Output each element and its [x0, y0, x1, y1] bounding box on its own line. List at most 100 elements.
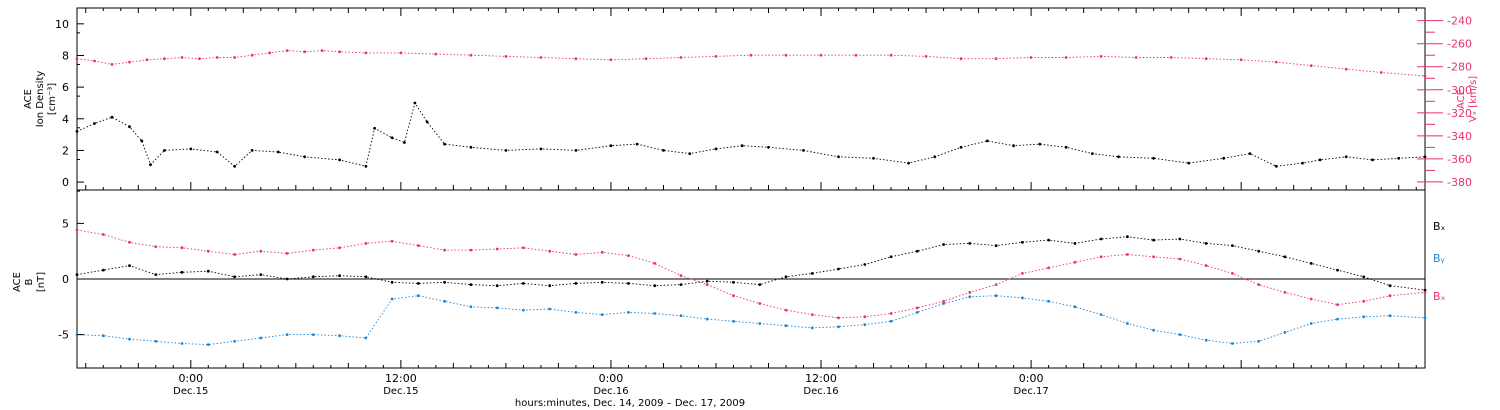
b-label-text-line: ACE [12, 272, 23, 292]
density-velocity-panel: 0 2 4 6 8 10 -240 -260 -280 -300 -320 -340 -360 -380… [23, 7, 1479, 192]
by-point [732, 319, 735, 323]
by-point [1231, 342, 1234, 345]
density-label-text-line: ACE [23, 89, 34, 109]
bz-point [285, 252, 289, 255]
density-velocity-series [75, 49, 1427, 168]
b-tick-label: -5 [58, 329, 69, 342]
bz-point [180, 246, 184, 250]
bx-point [417, 282, 420, 285]
date-tick-label: Dec.16 [803, 386, 838, 397]
velocity-tick-label: -240 [1447, 15, 1472, 28]
vx-point [504, 55, 508, 58]
ion-density-point [574, 149, 578, 152]
by-point [495, 306, 499, 310]
ion-density-point [1064, 145, 1068, 149]
vx-point [364, 51, 368, 55]
vx-point [434, 52, 438, 56]
bx-point [705, 279, 709, 283]
by-point [1257, 339, 1261, 343]
bz-point [627, 254, 630, 257]
ion-density-point [1222, 156, 1226, 160]
vx-series [75, 49, 1427, 78]
by-point [600, 313, 604, 316]
by-point [259, 336, 263, 340]
by-point [1388, 314, 1392, 318]
date-tick-label: Dec.17 [1013, 386, 1048, 397]
ion-density-point [1318, 158, 1322, 162]
ion-density-point [1248, 152, 1252, 156]
date-tick-label: Dec.15 [383, 386, 418, 397]
ion-density-point [1423, 155, 1427, 159]
vx-point [1423, 74, 1427, 78]
bz-point [128, 240, 131, 244]
bz-point [417, 244, 420, 248]
by-point [101, 334, 105, 338]
bz-series [75, 228, 1427, 320]
date-tick-label: Dec.16 [593, 386, 628, 397]
by-point [705, 317, 709, 321]
bx-point [101, 268, 105, 272]
by-point [889, 319, 893, 323]
bx-point [522, 282, 525, 285]
bz-point [469, 248, 473, 252]
bz-point [1126, 253, 1129, 256]
bx-point [1283, 255, 1287, 259]
by-trace [76, 295, 1426, 346]
velocity-label-text-line: Vₓ [km/s] [1468, 76, 1479, 122]
vx-point [303, 50, 306, 54]
velocity-tick-label: -320 [1447, 107, 1472, 120]
by-point [1047, 299, 1050, 303]
bx-point [679, 283, 683, 286]
magnetic-field-axis-label: ACEB[nT] [12, 272, 47, 292]
time-tick-label: 0:00 [1019, 372, 1044, 385]
bz-point [233, 253, 237, 256]
ion-density-point [1274, 164, 1278, 168]
bz-point [522, 246, 525, 250]
density-axis-ticks: 0 2 4 6 8 10 [55, 18, 84, 192]
density-tick-label: 0 [62, 176, 69, 189]
velocity-tick-label: -340 [1447, 130, 1472, 143]
bx-point [1152, 238, 1155, 242]
bx-point [837, 267, 840, 271]
bx-point [1423, 288, 1427, 292]
legend-bz: Bₓ [1433, 290, 1446, 303]
bx-point [889, 255, 893, 259]
by-point [154, 339, 158, 343]
b-tick-label: 5 [62, 217, 69, 230]
ion-density-point [1301, 161, 1304, 165]
bx-point [758, 283, 762, 286]
density-velocity-plot-frame [76, 7, 1426, 191]
velocity-label-text-line: ACE [1456, 89, 1467, 109]
bz-point [1178, 257, 1182, 261]
bz-point [1073, 260, 1077, 264]
ion-density-point [1117, 155, 1120, 159]
bz-trace [76, 229, 1426, 319]
bx-point [469, 283, 473, 286]
bx-point [1204, 242, 1208, 245]
bz-point [784, 308, 788, 312]
density-tick-label: 10 [55, 18, 69, 31]
bz-point [574, 253, 578, 256]
ion-density-point [276, 150, 280, 154]
time-tick-label: 0:00 [178, 372, 203, 385]
by-point [1073, 305, 1077, 309]
ion-density-point [1187, 161, 1191, 165]
bx-point [1309, 262, 1313, 265]
ion-density-point [163, 149, 166, 152]
bx-point [915, 249, 919, 253]
date-tick-label: Dec.15 [173, 386, 208, 397]
legend-by: Bᵧ [1433, 252, 1445, 265]
bx-point [968, 242, 972, 245]
bx-point [810, 272, 814, 275]
magnetic-field-panel: -5 0 5 ACEB[nT] Bₓ Bᵧ Bₓ [12, 189, 1446, 369]
bz-point [390, 239, 394, 243]
bx-point [1047, 238, 1050, 242]
by-point [1423, 316, 1427, 320]
bx-point [233, 275, 237, 279]
bz-point [889, 312, 893, 315]
by-point [679, 314, 683, 318]
ion-density-point [443, 142, 446, 146]
density-label-text: ACEIon Density[cm⁻³] [23, 71, 58, 128]
by-point [1178, 333, 1182, 336]
